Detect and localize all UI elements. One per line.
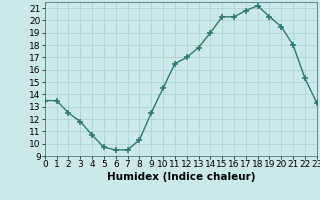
X-axis label: Humidex (Indice chaleur): Humidex (Indice chaleur) [107,172,255,182]
